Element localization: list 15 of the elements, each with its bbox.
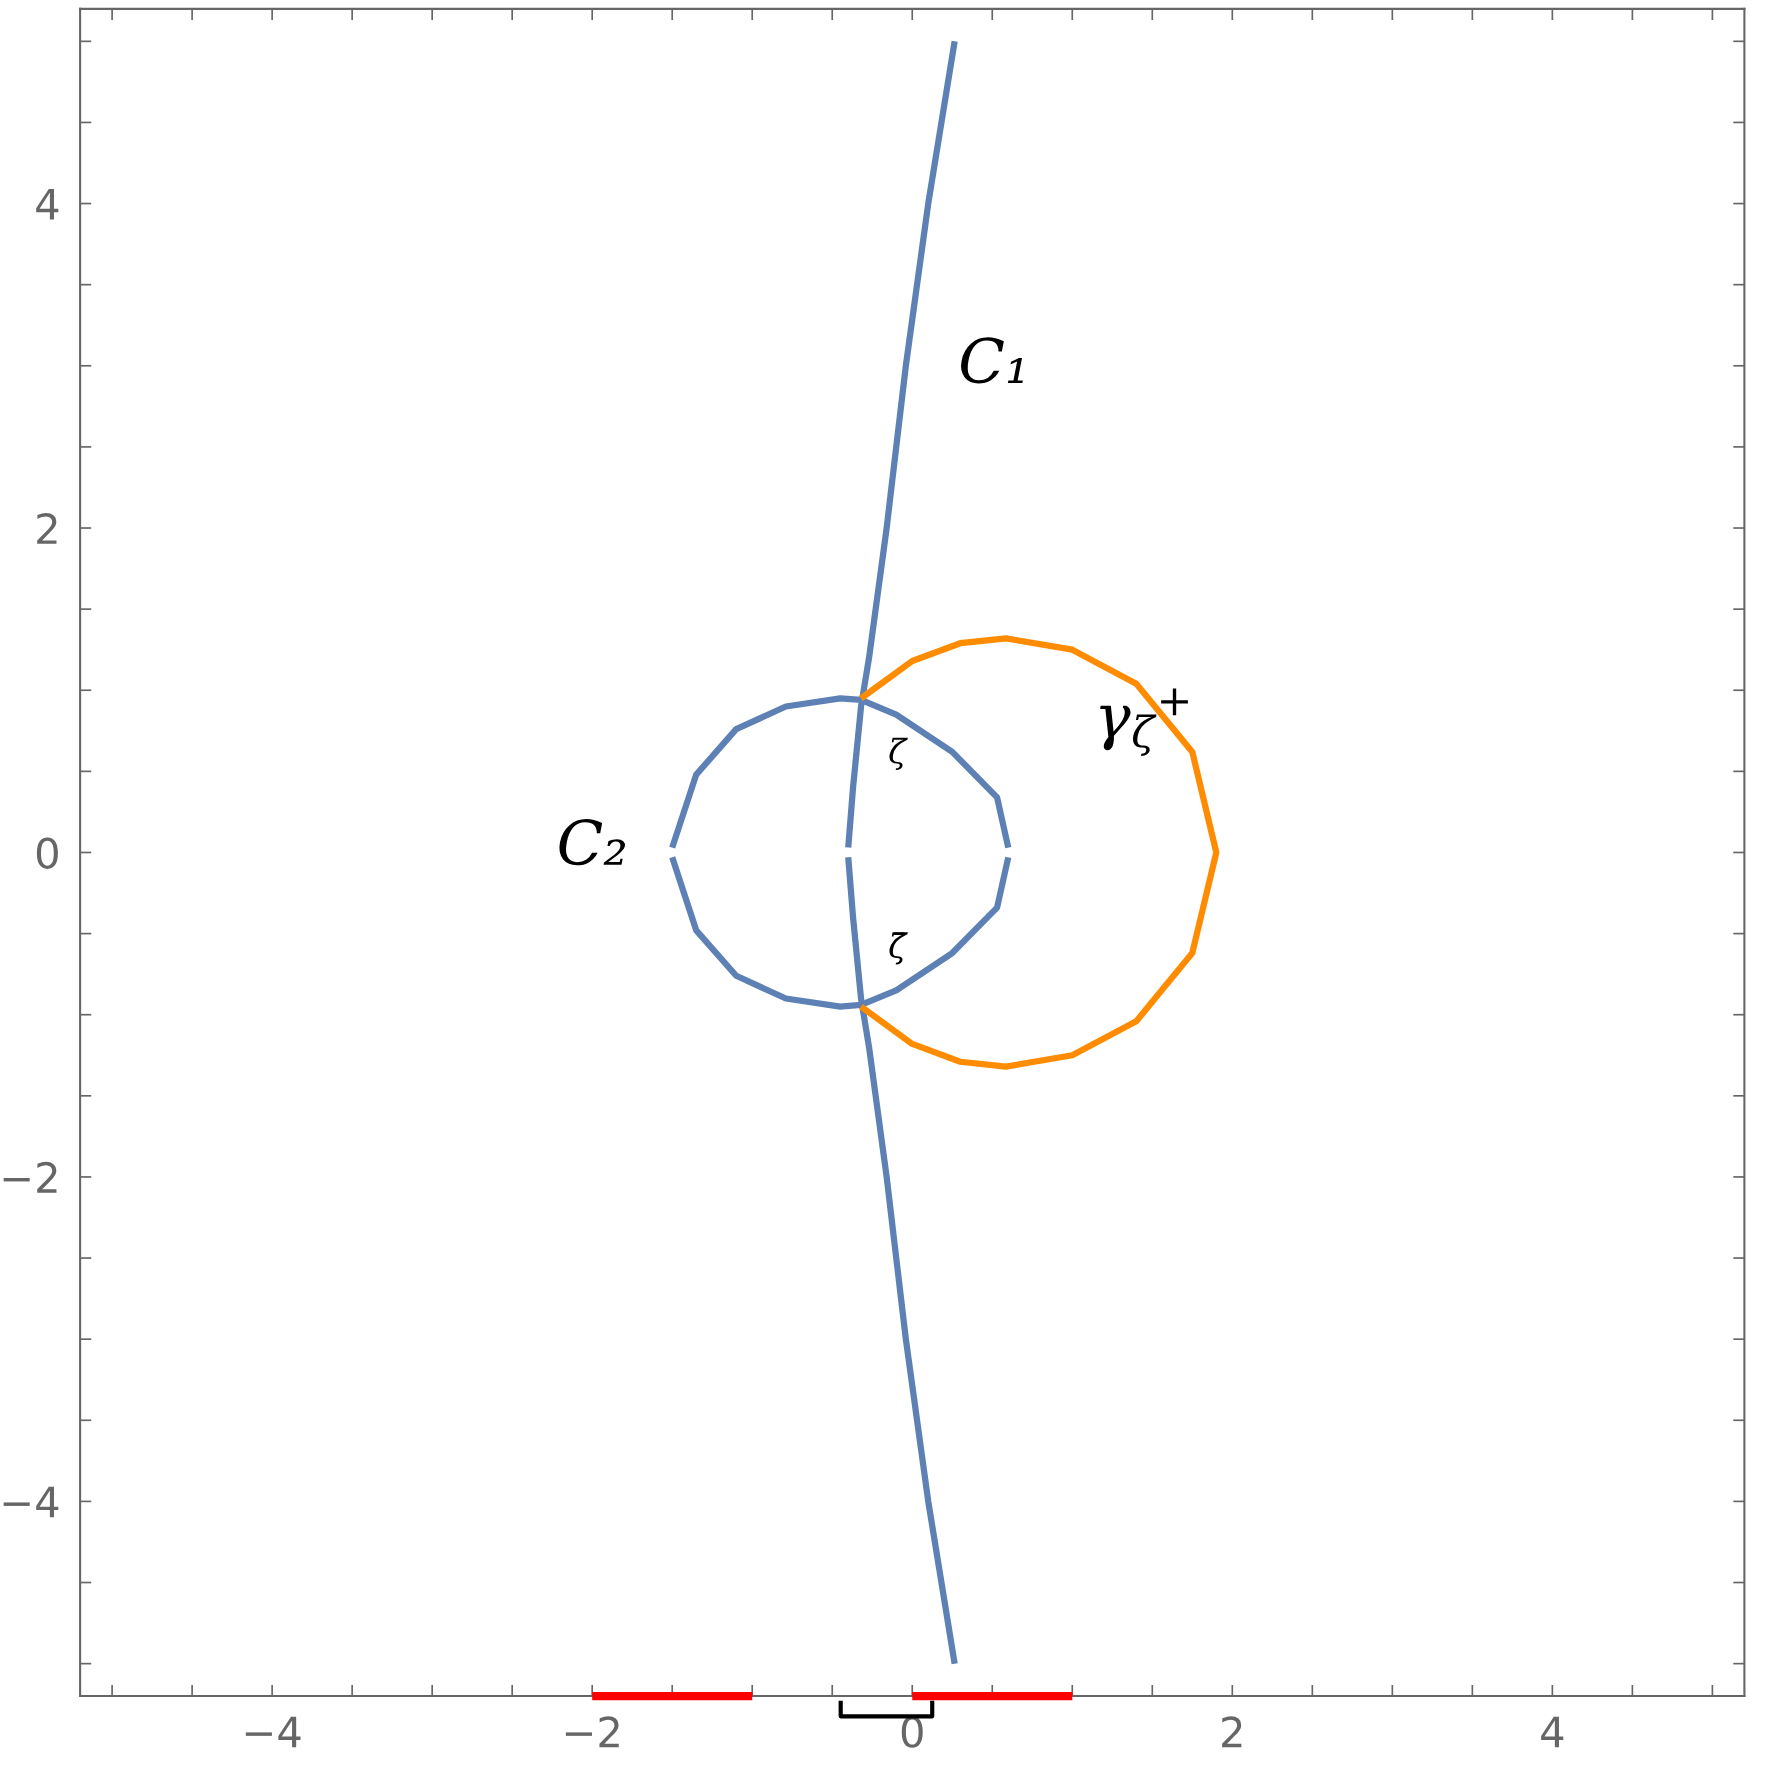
annotation: ζ̄ <box>889 932 908 965</box>
annotation: ζ <box>889 737 908 771</box>
x-tick-label: −2 <box>565 1716 619 1748</box>
y-tick-label: −2 <box>3 1161 57 1193</box>
x-tick-label: 2 <box>1222 1716 1242 1748</box>
series-label: γ$_{ζ}$$^{+}$ <box>1100 688 1188 756</box>
x-tick-label: −4 <box>245 1716 301 1748</box>
x-tick-label: 4 <box>1541 1716 1564 1748</box>
y-tick-label: 2 <box>37 512 57 544</box>
x-tick-label: 0 <box>901 1716 923 1748</box>
series-label: C₂ <box>559 819 625 866</box>
y-tick-label: 4 <box>36 189 59 220</box>
y-tick-label: −4 <box>3 1486 59 1518</box>
y-tick-label: 0 <box>36 837 58 869</box>
series-label: C₁ <box>961 337 1023 384</box>
